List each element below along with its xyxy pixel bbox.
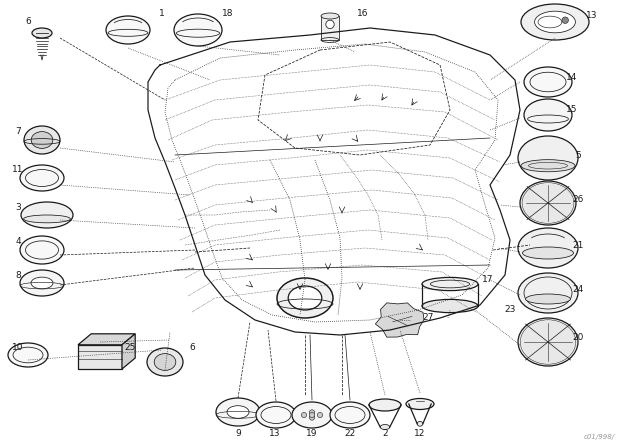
- Ellipse shape: [525, 294, 570, 304]
- Circle shape: [301, 413, 307, 418]
- Ellipse shape: [147, 348, 183, 376]
- Ellipse shape: [524, 99, 572, 131]
- Ellipse shape: [21, 202, 73, 228]
- Text: 4: 4: [15, 237, 21, 246]
- Ellipse shape: [330, 402, 370, 428]
- Polygon shape: [78, 334, 135, 345]
- Text: 21: 21: [572, 241, 584, 250]
- Ellipse shape: [174, 14, 222, 46]
- Ellipse shape: [534, 11, 575, 33]
- Text: 24: 24: [572, 285, 584, 294]
- Ellipse shape: [417, 422, 423, 426]
- Text: 13: 13: [586, 10, 598, 20]
- Text: 6: 6: [189, 344, 195, 353]
- Text: 18: 18: [222, 9, 234, 18]
- Ellipse shape: [292, 402, 332, 428]
- Circle shape: [309, 410, 315, 415]
- Text: 2: 2: [382, 430, 388, 439]
- Ellipse shape: [524, 67, 572, 97]
- Ellipse shape: [24, 215, 70, 223]
- Ellipse shape: [380, 425, 390, 430]
- Ellipse shape: [277, 278, 333, 318]
- Text: 10: 10: [12, 344, 24, 353]
- Polygon shape: [375, 303, 424, 337]
- Ellipse shape: [20, 236, 64, 264]
- Text: 1: 1: [159, 9, 165, 18]
- Ellipse shape: [520, 181, 576, 225]
- Circle shape: [309, 415, 315, 420]
- Circle shape: [562, 17, 568, 23]
- Ellipse shape: [422, 277, 478, 291]
- Ellipse shape: [406, 399, 434, 409]
- Ellipse shape: [521, 159, 575, 172]
- Text: 7: 7: [15, 128, 21, 137]
- Text: c01/998/: c01/998/: [584, 434, 615, 440]
- Ellipse shape: [518, 228, 578, 268]
- Text: 9: 9: [235, 430, 241, 439]
- Ellipse shape: [256, 402, 296, 428]
- Ellipse shape: [31, 277, 53, 289]
- Ellipse shape: [8, 343, 48, 367]
- Text: 15: 15: [566, 105, 578, 115]
- Text: 14: 14: [566, 73, 578, 82]
- Text: 22: 22: [344, 430, 356, 439]
- Ellipse shape: [154, 353, 176, 370]
- Ellipse shape: [106, 16, 150, 44]
- Ellipse shape: [32, 28, 52, 38]
- Polygon shape: [78, 345, 122, 369]
- Ellipse shape: [20, 165, 64, 191]
- Ellipse shape: [518, 136, 578, 180]
- Ellipse shape: [321, 13, 339, 19]
- Ellipse shape: [288, 286, 322, 310]
- Text: 13: 13: [269, 430, 281, 439]
- Circle shape: [309, 413, 315, 418]
- Text: 5: 5: [575, 151, 581, 159]
- Text: 16: 16: [357, 9, 369, 18]
- Text: 23: 23: [504, 306, 516, 314]
- Ellipse shape: [422, 299, 478, 313]
- Circle shape: [317, 413, 323, 418]
- Ellipse shape: [518, 318, 578, 366]
- Polygon shape: [122, 334, 135, 369]
- Circle shape: [326, 20, 334, 29]
- Ellipse shape: [522, 247, 573, 259]
- Text: 19: 19: [307, 430, 317, 439]
- Text: 26: 26: [572, 195, 584, 204]
- Text: 25: 25: [124, 344, 136, 353]
- Ellipse shape: [369, 399, 401, 411]
- Text: 6: 6: [25, 17, 31, 26]
- Ellipse shape: [518, 273, 578, 313]
- Text: 17: 17: [483, 276, 493, 284]
- Text: 27: 27: [422, 314, 434, 323]
- Text: 12: 12: [414, 430, 426, 439]
- Text: 3: 3: [15, 203, 21, 212]
- Ellipse shape: [31, 132, 52, 148]
- Ellipse shape: [20, 270, 64, 296]
- Ellipse shape: [216, 398, 260, 426]
- Ellipse shape: [227, 406, 249, 418]
- Text: 8: 8: [15, 271, 21, 280]
- Ellipse shape: [521, 4, 589, 40]
- Text: 20: 20: [572, 333, 584, 343]
- Polygon shape: [321, 16, 339, 40]
- Text: 11: 11: [12, 165, 24, 175]
- Ellipse shape: [24, 126, 60, 154]
